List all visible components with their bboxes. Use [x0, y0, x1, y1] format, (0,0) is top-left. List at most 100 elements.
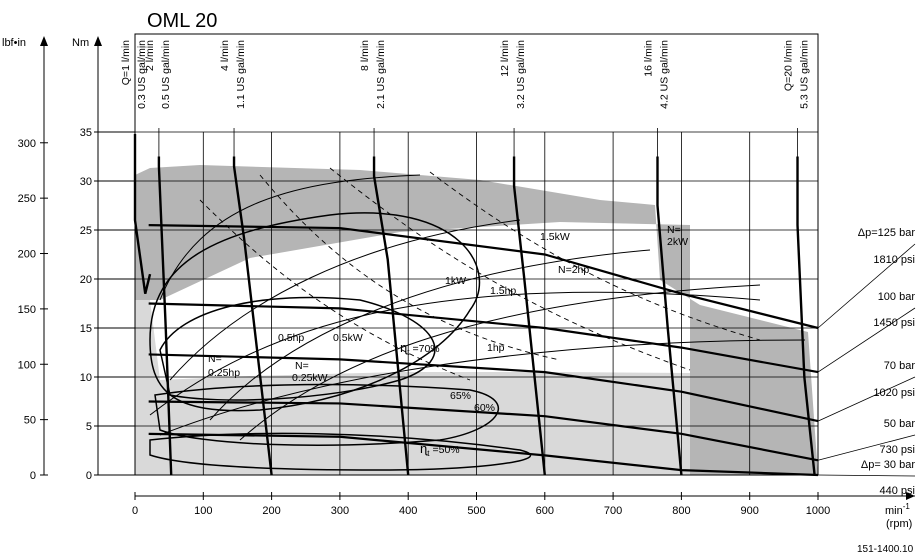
x-axis-arrow — [906, 492, 915, 500]
eff-label-70: ɳt =70% — [400, 340, 440, 357]
flow-gpm-label: 5.3 US gal/min — [799, 40, 811, 109]
efficiency-curve — [149, 432, 532, 471]
x-tick-label: 100 — [194, 505, 212, 517]
x-tick-label: 800 — [672, 505, 690, 517]
y-lbfin-tick-label: 200 — [18, 249, 36, 261]
pressure-psi-label: 1810 psi — [873, 254, 915, 266]
curves — [133, 128, 916, 477]
x-tick-label: 200 — [262, 505, 280, 517]
power-label-n025kw-a: N= — [295, 360, 309, 372]
power-label-025hp: 0.25hp — [208, 367, 240, 379]
flow-lpm-label: 12 l/min — [499, 40, 511, 77]
x-tick-label: 1000 — [806, 505, 830, 517]
chart-title: OML 20 — [147, 10, 217, 32]
x-tick-label: 700 — [604, 505, 622, 517]
flow-curve — [796, 156, 816, 476]
y-lbfin-tick-label: 250 — [18, 193, 36, 205]
power-label-n: N= — [208, 353, 222, 365]
power-curve — [169, 219, 521, 381]
y-nm-tick-label: 30 — [80, 176, 92, 188]
x-unit-exp: -1 — [903, 502, 911, 511]
power-label-n2: N= — [667, 224, 681, 236]
y-nm-tick-label: 15 — [80, 323, 92, 335]
flow-gpm-label: 1.1 US gal/min — [235, 40, 247, 109]
flow-gpm-label: 3.2 US gal/min — [515, 40, 527, 109]
pressure-leader — [817, 434, 916, 461]
x-unit-rpm: (rpm) — [886, 518, 912, 530]
x-tick-label: 300 — [331, 505, 349, 517]
y-lbfin-axis-arrow — [40, 36, 48, 46]
flow-curve — [372, 156, 410, 476]
efficiency-dashed-curve — [429, 171, 761, 341]
intermittent-region — [135, 165, 818, 475]
pressure-bar-label: 70 bar — [884, 360, 916, 372]
flow-lpm-label: 2 l/min — [144, 40, 156, 71]
efficiency-curve — [159, 296, 436, 401]
efficiency-dashed-curve — [329, 167, 691, 371]
efficiency-curve — [149, 212, 481, 412]
figure-id: 151-1400.10 — [857, 544, 914, 555]
x-tick-label: 600 — [536, 505, 554, 517]
pressure-curve — [148, 302, 819, 374]
eff-label-50: ɳt =50% — [420, 441, 460, 458]
eff-symbol-70: ɳ — [400, 340, 408, 355]
x-unit-main: min — [885, 505, 903, 517]
pressure-bar-label: Δp= 30 bar — [861, 459, 915, 471]
y-lbfin-tick-label: 50 — [24, 415, 36, 427]
power-label-15kw: 1.5kW — [540, 231, 570, 243]
power-curve — [209, 249, 651, 421]
y-lbfin-tick-label: 150 — [18, 304, 36, 316]
power-label-2hp: N=2hp — [558, 264, 589, 276]
y-left-unit-label: lbf•in — [2, 37, 26, 49]
pressure-bar-label: 100 bar — [878, 291, 916, 303]
y-nm-tick-label: 25 — [80, 225, 92, 237]
efficiency-dashed-curve — [199, 199, 471, 381]
y-nm-tick-label: 20 — [80, 274, 92, 286]
y-nm-tick-label: 35 — [80, 127, 92, 139]
flow-gpm-label: 4.2 US gal/min — [658, 40, 670, 109]
flow-gpm-label: 0.3 US gal/min — [136, 40, 148, 109]
power-label-1hp: 1hp — [487, 342, 505, 354]
pressure-leader — [817, 474, 916, 477]
power-label-15hp: 1.5hp — [490, 285, 516, 297]
y-lbfin-tick-label: 300 — [18, 138, 36, 150]
flow-curve — [656, 156, 683, 476]
efficiency-curve — [154, 383, 500, 446]
flow-lpm-label: Q=20 l/min — [783, 40, 795, 91]
eff-sub-50: t — [427, 449, 430, 458]
pressure-psi-label: 730 psi — [880, 444, 915, 456]
eff-value-50: =50% — [432, 444, 459, 456]
y-right-unit-label: Nm — [72, 37, 89, 49]
eff-symbol-50: ɳ — [420, 441, 428, 456]
y-lbfin-tick-label: 0 — [30, 470, 36, 482]
power-label-1kw: 1kW — [445, 275, 466, 287]
flow-curve — [133, 133, 152, 294]
power-curve — [159, 174, 421, 301]
pressure-curve — [148, 224, 819, 330]
y-nm-axis-arrow — [94, 36, 102, 46]
x-tick-label: 900 — [741, 505, 759, 517]
flow-lpm-label: 8 l/min — [359, 40, 371, 71]
labels: 0 100 200 300 400 500 600 700 800 900 100005101520… — [18, 40, 916, 517]
power-label-05kw: 0.5kW — [333, 332, 363, 344]
flow-lpm-label: Q=1 l/min — [120, 40, 132, 85]
pressure-psi-label: 1020 psi — [873, 387, 915, 399]
eff-value-70: =70% — [412, 343, 439, 355]
x-tick-label: 400 — [399, 505, 417, 517]
flow-gpm-label: 2.1 US gal/min — [375, 40, 387, 109]
pressure-leader — [817, 307, 916, 373]
y-nm-tick-label: 0 — [86, 470, 92, 482]
power-label-2kw: 2kW — [667, 236, 688, 248]
eff-label-60: 60% — [474, 402, 495, 414]
pressure-psi-label: 440 psi — [880, 485, 915, 497]
flow-lpm-label: 4 l/min — [219, 40, 231, 71]
eff-sub-70: t — [407, 348, 410, 357]
axes — [40, 36, 915, 500]
power-curve — [149, 291, 761, 416]
pressure-curve — [148, 400, 819, 462]
pressure-bar-label: 50 bar — [884, 418, 916, 430]
flow-lpm-label: 16 l/min — [642, 40, 654, 77]
pressure-curve — [148, 353, 819, 423]
flow-curve — [512, 156, 546, 476]
